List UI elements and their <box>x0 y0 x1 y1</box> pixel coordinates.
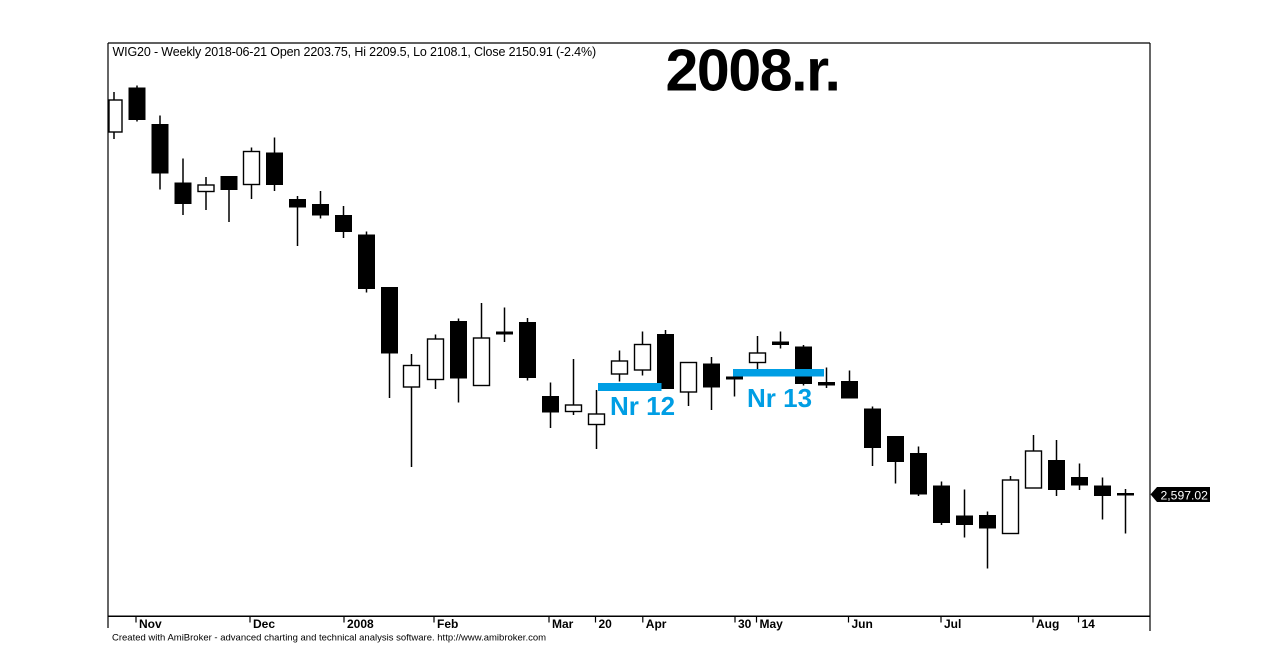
svg-text:Nr 12: Nr 12 <box>610 391 675 421</box>
svg-text:Apr: Apr <box>646 617 667 631</box>
svg-text:Dec: Dec <box>253 617 275 631</box>
svg-text:WIG20 - Weekly 2018-06-21 Open: WIG20 - Weekly 2018-06-21 Open 2203.75, … <box>113 45 596 59</box>
svg-text:Nr 13: Nr 13 <box>747 383 812 413</box>
svg-text:Feb: Feb <box>437 617 458 631</box>
svg-text:Created with AmiBroker - advan: Created with AmiBroker - advanced charti… <box>112 633 546 644</box>
svg-text:30: 30 <box>738 617 752 631</box>
svg-text:20: 20 <box>599 617 613 631</box>
svg-text:Aug: Aug <box>1036 617 1059 631</box>
svg-text:2008.r.: 2008.r. <box>666 38 840 104</box>
svg-text:2008: 2008 <box>347 617 374 631</box>
svg-text:14: 14 <box>1082 617 1096 631</box>
svg-text:2,597.02: 2,597.02 <box>1161 489 1209 503</box>
svg-text:Nov: Nov <box>139 617 162 631</box>
svg-text:Jul: Jul <box>944 617 961 631</box>
svg-text:May: May <box>760 617 784 631</box>
svg-text:Mar: Mar <box>552 617 574 631</box>
svg-text:Jun: Jun <box>852 617 873 631</box>
